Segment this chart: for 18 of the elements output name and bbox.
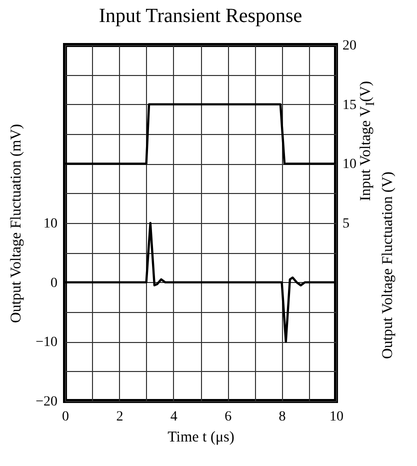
y-tick-label: 10 [44, 216, 58, 232]
y2-tick-label: 10 [342, 157, 356, 172]
x-tick-label: 2 [116, 410, 124, 424]
y2-tick-label: 20 [342, 38, 356, 54]
y-tick-label: 0 [50, 276, 58, 291]
y-axis-title: Output Voltage Fluctuation (mV) [8, 124, 25, 324]
x-axis-title: Time t (μs) [168, 430, 234, 446]
x-tick-label: 0 [62, 410, 69, 424]
x-tick-label: 6 [224, 410, 232, 424]
x-tick-label: 8 [278, 410, 286, 424]
y-tick-label: −20 [36, 394, 58, 410]
y2-tick-label: 5 [342, 216, 350, 232]
text: Output Voltage Fluctuation (V) [380, 172, 397, 360]
y2-tick-label: 15 [342, 98, 356, 113]
x-tick-label: 4 [170, 410, 178, 424]
x-tick-label: 10 [330, 410, 344, 424]
y-tick-label: −10 [36, 335, 58, 350]
chart-title: Input Transient Response [98, 5, 302, 27]
